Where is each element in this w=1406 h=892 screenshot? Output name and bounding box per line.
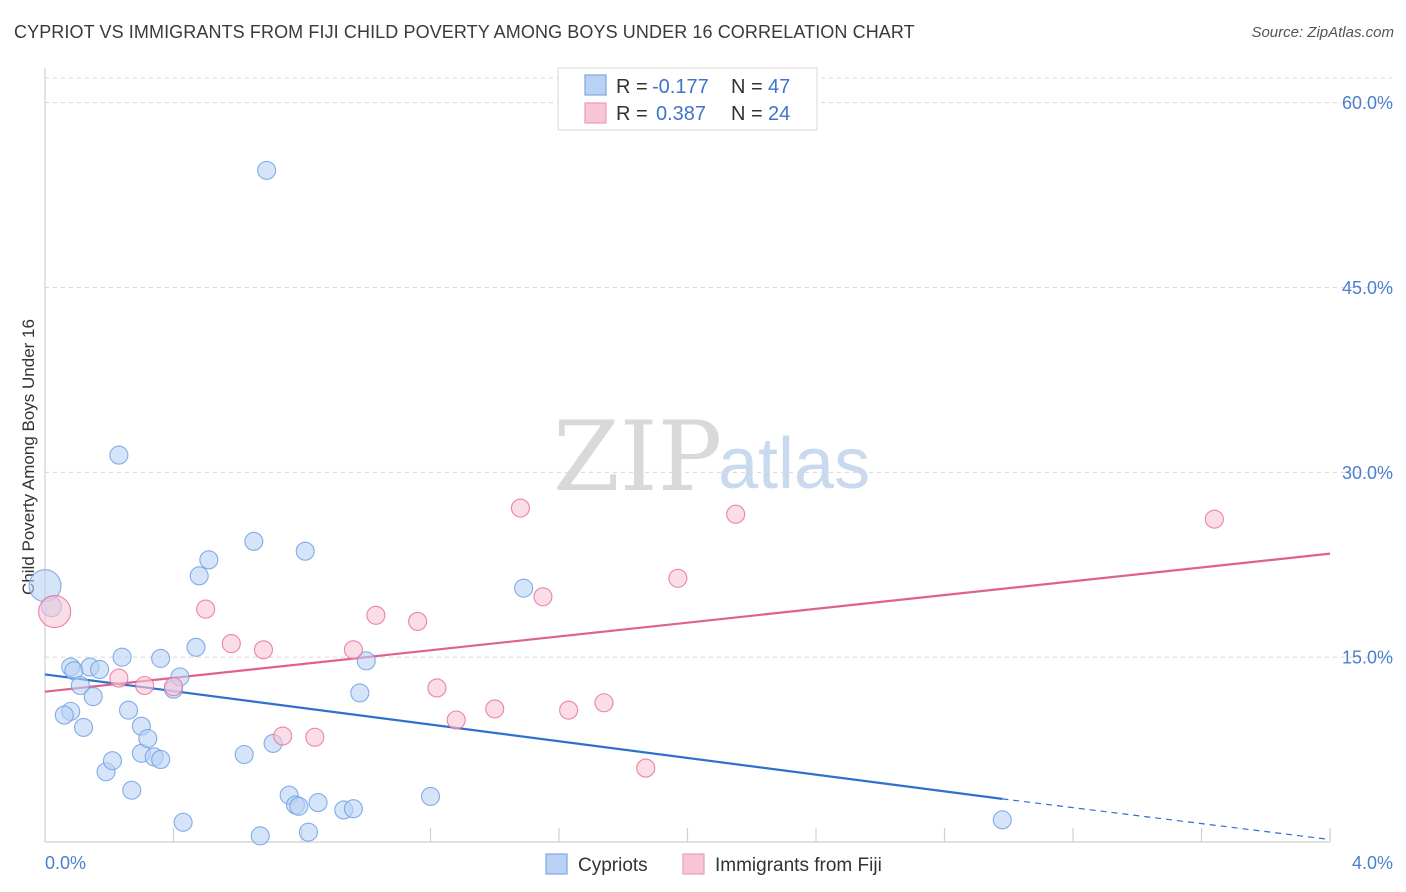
cypriots-point	[289, 796, 309, 816]
bottom-legend-swatch-fiji	[682, 853, 705, 875]
legend-r-label-1: R =	[616, 76, 648, 98]
cypriots-point	[295, 541, 315, 561]
cypriots-point	[70, 675, 90, 696]
fiji-point	[196, 599, 216, 619]
cypriots-point	[74, 717, 94, 737]
cypriots-point	[109, 445, 129, 465]
y-tick-labels: 15.0% 30.0% 45.0% 60.0%	[1342, 93, 1393, 668]
cypriots-point	[83, 687, 103, 707]
cypriots-point	[122, 780, 142, 800]
fiji-point	[559, 700, 579, 720]
cypriots-point	[343, 799, 363, 819]
cypriots-point	[992, 810, 1012, 830]
fiji-point	[668, 568, 688, 588]
fiji-point	[510, 498, 531, 518]
fiji-point	[343, 640, 363, 660]
bottom-legend-fiji: Immigrants from Fiji	[715, 855, 882, 876]
cypriots-point	[257, 160, 277, 180]
legend-r-value-1: -0.177	[652, 76, 709, 98]
trend-lines	[44, 552, 1331, 841]
cypriots-point	[118, 700, 139, 720]
legend-swatch-cypriots	[584, 74, 607, 96]
cypriots-point	[138, 728, 158, 749]
fiji-point	[366, 605, 386, 625]
watermark-zip: ZIP	[553, 401, 722, 513]
fiji-point	[726, 504, 746, 524]
cypriots-point	[151, 749, 171, 769]
cypriots-point	[151, 648, 171, 668]
cypriots-point	[244, 531, 264, 551]
cypriots-point	[102, 751, 123, 771]
fiji-point	[38, 595, 72, 629]
watermark-atlas: atlas	[718, 424, 870, 504]
cypriots-trend-line	[44, 673, 1003, 800]
fiji-point	[109, 668, 129, 688]
fiji-point	[485, 699, 505, 719]
bottom-legend-cypriots: Cypriots	[578, 855, 648, 876]
fiji-point	[408, 611, 428, 631]
fiji-point	[163, 677, 184, 697]
fiji-point	[594, 693, 614, 713]
cypriots-point	[54, 705, 74, 725]
cypriots-point	[298, 822, 318, 842]
legend-n-value-1: 47	[768, 76, 790, 98]
data-points	[28, 160, 1224, 846]
legend-n-value-2: 24	[768, 103, 790, 125]
fiji-point	[427, 678, 447, 698]
fiji-point	[253, 640, 274, 660]
cypriots-point	[514, 578, 534, 598]
legend-n-label-2: N =	[731, 103, 763, 125]
x-tick-label-end: 4.0%	[1352, 853, 1393, 873]
y-tick-label: 60.0%	[1342, 93, 1393, 113]
cypriots-trend-extension	[1002, 798, 1331, 841]
cypriots-point	[420, 786, 441, 806]
chart-title: CYPRIOT VS IMMIGRANTS FROM FIJI CHILD PO…	[14, 22, 915, 42]
legend-n-label-1: N =	[731, 76, 763, 98]
y-tick-label: 30.0%	[1342, 463, 1393, 483]
cypriots-point	[250, 826, 270, 846]
cypriots-point	[189, 566, 209, 586]
bottom-legend-swatch-cypriots	[545, 853, 568, 875]
cypriots-point	[234, 744, 254, 765]
legend-r-value-2: 0.387	[656, 103, 706, 125]
fiji-point	[1204, 509, 1224, 529]
grid-lines	[45, 77, 1392, 658]
fiji-point	[221, 634, 241, 654]
fiji-point	[533, 587, 553, 607]
cypriots-point	[308, 793, 328, 813]
y-axis-label: Child Poverty Among Boys Under 16	[19, 319, 38, 595]
fiji-point	[135, 675, 155, 696]
cypriots-point	[112, 647, 132, 667]
fiji-point	[446, 710, 466, 730]
cypriots-point	[186, 637, 206, 657]
y-tick-label: 15.0%	[1342, 648, 1393, 668]
fiji-point	[273, 726, 293, 746]
cypriots-point	[199, 550, 219, 570]
y-tick-label: 45.0%	[1342, 278, 1393, 298]
x-tick-label-start: 0.0%	[45, 853, 86, 873]
cypriots-point	[356, 651, 376, 671]
fiji-point	[305, 727, 325, 747]
fiji-trend-line	[44, 552, 1331, 693]
cypriots-point	[350, 683, 370, 703]
correlation-legend: R = -0.177 N = 47 R = 0.387 N = 24	[557, 67, 818, 131]
legend-r-label-2: R =	[616, 103, 648, 125]
legend-swatch-fiji	[584, 102, 607, 124]
x-tick-labels: 0.0% 4.0%	[45, 853, 1393, 873]
source-label: Source: ZipAtlas.com	[1251, 24, 1394, 41]
series-legend: Cypriots Immigrants from Fiji	[545, 853, 882, 876]
cypriots-point	[90, 659, 110, 680]
cypriots-point	[173, 812, 193, 832]
fiji-point	[636, 758, 656, 778]
